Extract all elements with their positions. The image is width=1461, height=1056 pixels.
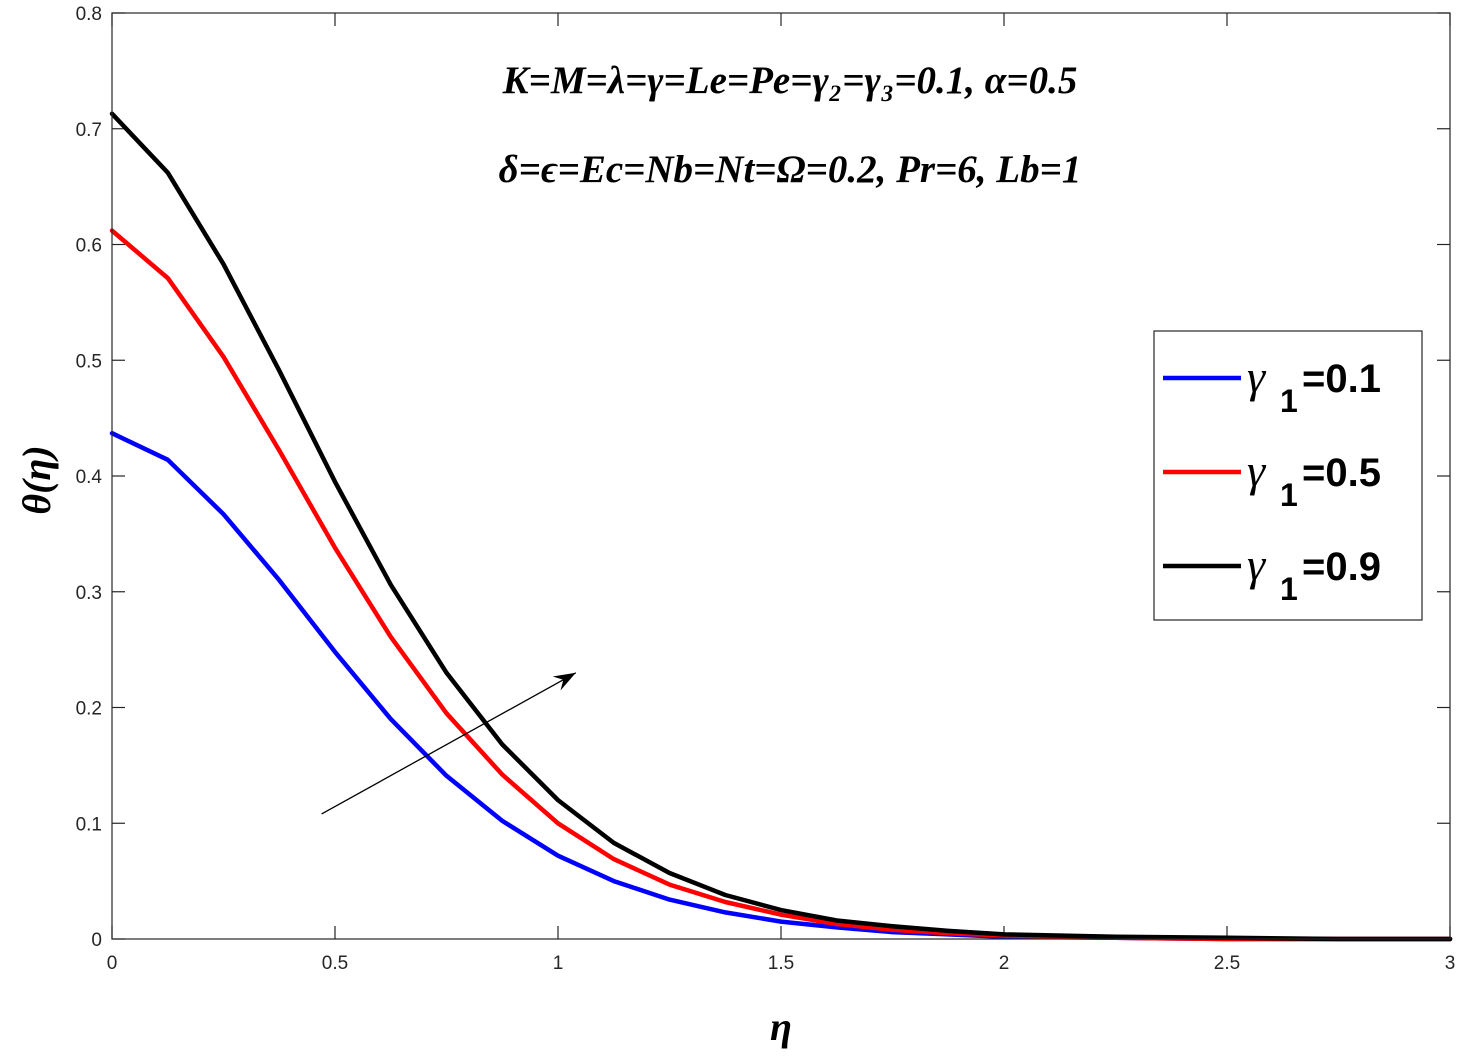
y-tick-label: 0.6 [76,236,102,257]
x-tick-label: 1 [553,953,564,974]
parameter-annotation-line2: δ=ϵ=Ec=Nb=Nt=Ω=0.2, Pr=6, Lb=1 [499,148,1082,191]
x-tick-label: 0.5 [322,953,348,974]
legend-label: =0.9 [1302,545,1381,589]
series-lines [109,111,1453,942]
y-tick-label: 0 [91,930,102,951]
legend-symbol: γ [1247,445,1267,496]
legend-symbol: γ [1247,539,1267,590]
series-line [109,111,1453,942]
legend-label: =0.1 [1302,357,1381,401]
arrow-shaft [321,672,577,815]
y-axis-label: θ(η) [14,445,59,514]
y-tick-label: 0.5 [76,351,102,372]
y-tick-label: 0.7 [76,120,102,141]
y-tick-label: 0.3 [76,583,102,604]
y-tick-label: 0.2 [76,699,102,720]
x-tick-label: 2 [999,953,1010,974]
plot-frame [111,12,1451,940]
legend-subscript: 1 [1280,477,1298,513]
trend-arrow [321,672,577,815]
legend-label: =0.5 [1302,451,1381,495]
parameter-annotation-line1: K=M=λ=γ=Le=Pe=γ₂=γ₃=0.1, α=0.5 [502,59,1078,102]
x-tick-label: 2.5 [1214,953,1240,974]
legend-subscript: 1 [1280,571,1298,607]
axis-tick-labels: 0 0.5 1 1.5 2 2.5 3 0 0.1 0.2 0.3 0.4 0.5 0.6 0.7 0.8 [76,4,1456,974]
legend: γ 1 =0.1γ 1 =0.5γ 1 =0.9 [1163,351,1381,607]
legend-symbol: γ [1247,351,1267,402]
x-axis-label: η [770,1004,792,1049]
x-tick-label: 0 [107,953,118,974]
x-tick-label: 1.5 [768,953,794,974]
y-tick-label: 0.1 [76,814,102,835]
y-tick-label: 0.8 [76,4,102,25]
arrow-head [552,672,576,691]
x-tick-label: 3 [1445,953,1456,974]
legend-subscript: 1 [1280,383,1298,419]
y-tick-label: 0.4 [76,467,103,488]
